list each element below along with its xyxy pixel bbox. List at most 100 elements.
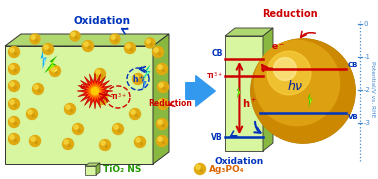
Circle shape (145, 38, 155, 48)
Circle shape (254, 42, 352, 140)
Circle shape (78, 129, 81, 132)
Polygon shape (225, 36, 263, 151)
Polygon shape (153, 34, 169, 164)
Circle shape (118, 129, 121, 132)
Circle shape (62, 139, 73, 149)
Text: -3: -3 (364, 120, 371, 126)
Circle shape (98, 95, 102, 99)
Circle shape (105, 146, 108, 148)
Circle shape (254, 40, 340, 126)
Polygon shape (237, 86, 241, 98)
Circle shape (75, 36, 77, 39)
Circle shape (10, 48, 14, 52)
Circle shape (50, 66, 60, 76)
Circle shape (158, 65, 162, 69)
Circle shape (274, 62, 332, 120)
Circle shape (14, 122, 17, 125)
Circle shape (251, 39, 355, 143)
Circle shape (162, 69, 164, 72)
Circle shape (115, 39, 117, 42)
Circle shape (51, 67, 55, 71)
Circle shape (130, 108, 141, 120)
Circle shape (96, 93, 107, 105)
Circle shape (134, 75, 138, 79)
Circle shape (100, 74, 102, 77)
Circle shape (8, 98, 20, 110)
Circle shape (159, 100, 163, 104)
Circle shape (102, 100, 105, 102)
Circle shape (34, 85, 38, 89)
Circle shape (152, 47, 164, 57)
Circle shape (73, 124, 84, 134)
Text: e$^-$: e$^-$ (79, 82, 91, 92)
Circle shape (136, 138, 140, 142)
Polygon shape (44, 55, 57, 73)
Text: h$^+$: h$^+$ (242, 96, 257, 110)
Polygon shape (309, 95, 312, 105)
Circle shape (35, 141, 37, 144)
Polygon shape (47, 59, 56, 72)
Text: Potential/V vs. RHE: Potential/V vs. RHE (370, 61, 375, 117)
Circle shape (82, 40, 93, 52)
Circle shape (158, 120, 162, 124)
Circle shape (8, 81, 20, 91)
Text: e$^-$: e$^-$ (271, 42, 285, 52)
Circle shape (8, 117, 20, 127)
Circle shape (30, 34, 40, 44)
Circle shape (154, 48, 158, 52)
Circle shape (267, 55, 339, 127)
Circle shape (110, 34, 120, 44)
Circle shape (14, 52, 17, 55)
Circle shape (112, 35, 115, 39)
Polygon shape (143, 64, 151, 80)
Text: Reduction: Reduction (262, 9, 318, 19)
Circle shape (68, 144, 71, 147)
Circle shape (94, 69, 105, 79)
Circle shape (251, 39, 355, 143)
Circle shape (264, 52, 342, 130)
Polygon shape (225, 28, 273, 36)
Circle shape (156, 136, 167, 146)
Circle shape (14, 104, 17, 107)
Circle shape (64, 140, 68, 144)
Text: -1: -1 (364, 54, 371, 60)
Circle shape (48, 49, 51, 52)
Circle shape (42, 43, 54, 54)
Text: h$^+$: h$^+$ (132, 73, 144, 85)
Circle shape (55, 71, 57, 74)
Circle shape (195, 163, 206, 175)
Text: $h\nu$: $h\nu$ (287, 79, 303, 93)
Circle shape (140, 142, 143, 145)
Circle shape (135, 114, 138, 117)
Circle shape (10, 82, 14, 86)
Circle shape (84, 42, 88, 46)
Text: CB: CB (212, 49, 223, 58)
FancyArrowPatch shape (186, 76, 215, 106)
Polygon shape (145, 67, 150, 78)
Circle shape (257, 45, 349, 137)
Circle shape (130, 49, 133, 51)
Polygon shape (41, 50, 46, 69)
Polygon shape (143, 78, 146, 89)
Circle shape (35, 39, 37, 42)
Circle shape (31, 35, 35, 39)
Circle shape (150, 43, 152, 46)
Circle shape (126, 44, 130, 48)
Circle shape (158, 137, 162, 141)
Circle shape (114, 125, 118, 129)
Text: Oxidation: Oxidation (214, 156, 263, 166)
Circle shape (31, 137, 35, 141)
Circle shape (261, 49, 345, 133)
Circle shape (70, 31, 80, 41)
Circle shape (131, 110, 135, 114)
Circle shape (158, 81, 169, 93)
Circle shape (133, 74, 144, 84)
Circle shape (10, 65, 14, 69)
Circle shape (135, 137, 146, 147)
Text: VB: VB (211, 133, 223, 142)
Text: -2: -2 (364, 87, 371, 93)
Circle shape (162, 141, 164, 144)
Circle shape (14, 86, 17, 89)
Circle shape (96, 70, 100, 74)
Circle shape (38, 90, 40, 92)
